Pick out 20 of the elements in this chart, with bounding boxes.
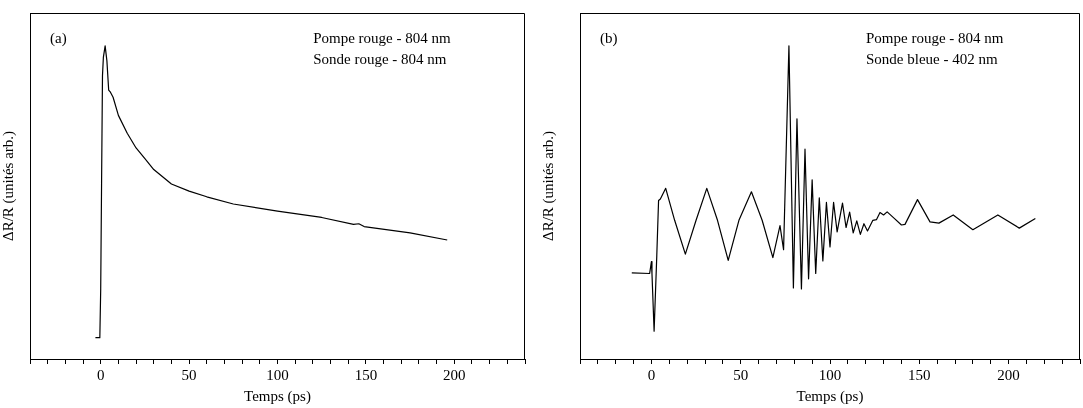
- y-axis-title: ΔR/R (unités arb.): [0, 130, 17, 242]
- annotation: (a): [50, 30, 67, 48]
- annotation: Sonde rouge - 804 nm: [313, 51, 447, 68]
- annotation: Pompe rouge - 804 nm: [866, 30, 1004, 47]
- x-tick-label: 50: [733, 366, 749, 383]
- x-tick-label: 150: [354, 366, 378, 383]
- x-axis-title: Temps (ps): [244, 387, 311, 405]
- x-tick-label: 100: [266, 366, 289, 383]
- annotation: (b): [600, 30, 618, 48]
- y-axis-title: ΔR/R (unités arb.): [539, 130, 557, 242]
- x-tick-label: 50: [181, 366, 197, 383]
- x-tick-label: 200: [443, 366, 466, 383]
- x-axis-title: Temps (ps): [796, 387, 864, 405]
- x-tick-label: 150: [908, 366, 931, 383]
- x-tick-label: 100: [818, 366, 842, 383]
- x-tick-label: 0: [647, 366, 656, 383]
- x-tick-label: 0: [96, 366, 105, 383]
- annotation: Sonde bleue - 402 nm: [866, 51, 998, 68]
- annotation: Pompe rouge - 804 nm: [313, 30, 451, 47]
- x-tick-label: 200: [997, 366, 1020, 383]
